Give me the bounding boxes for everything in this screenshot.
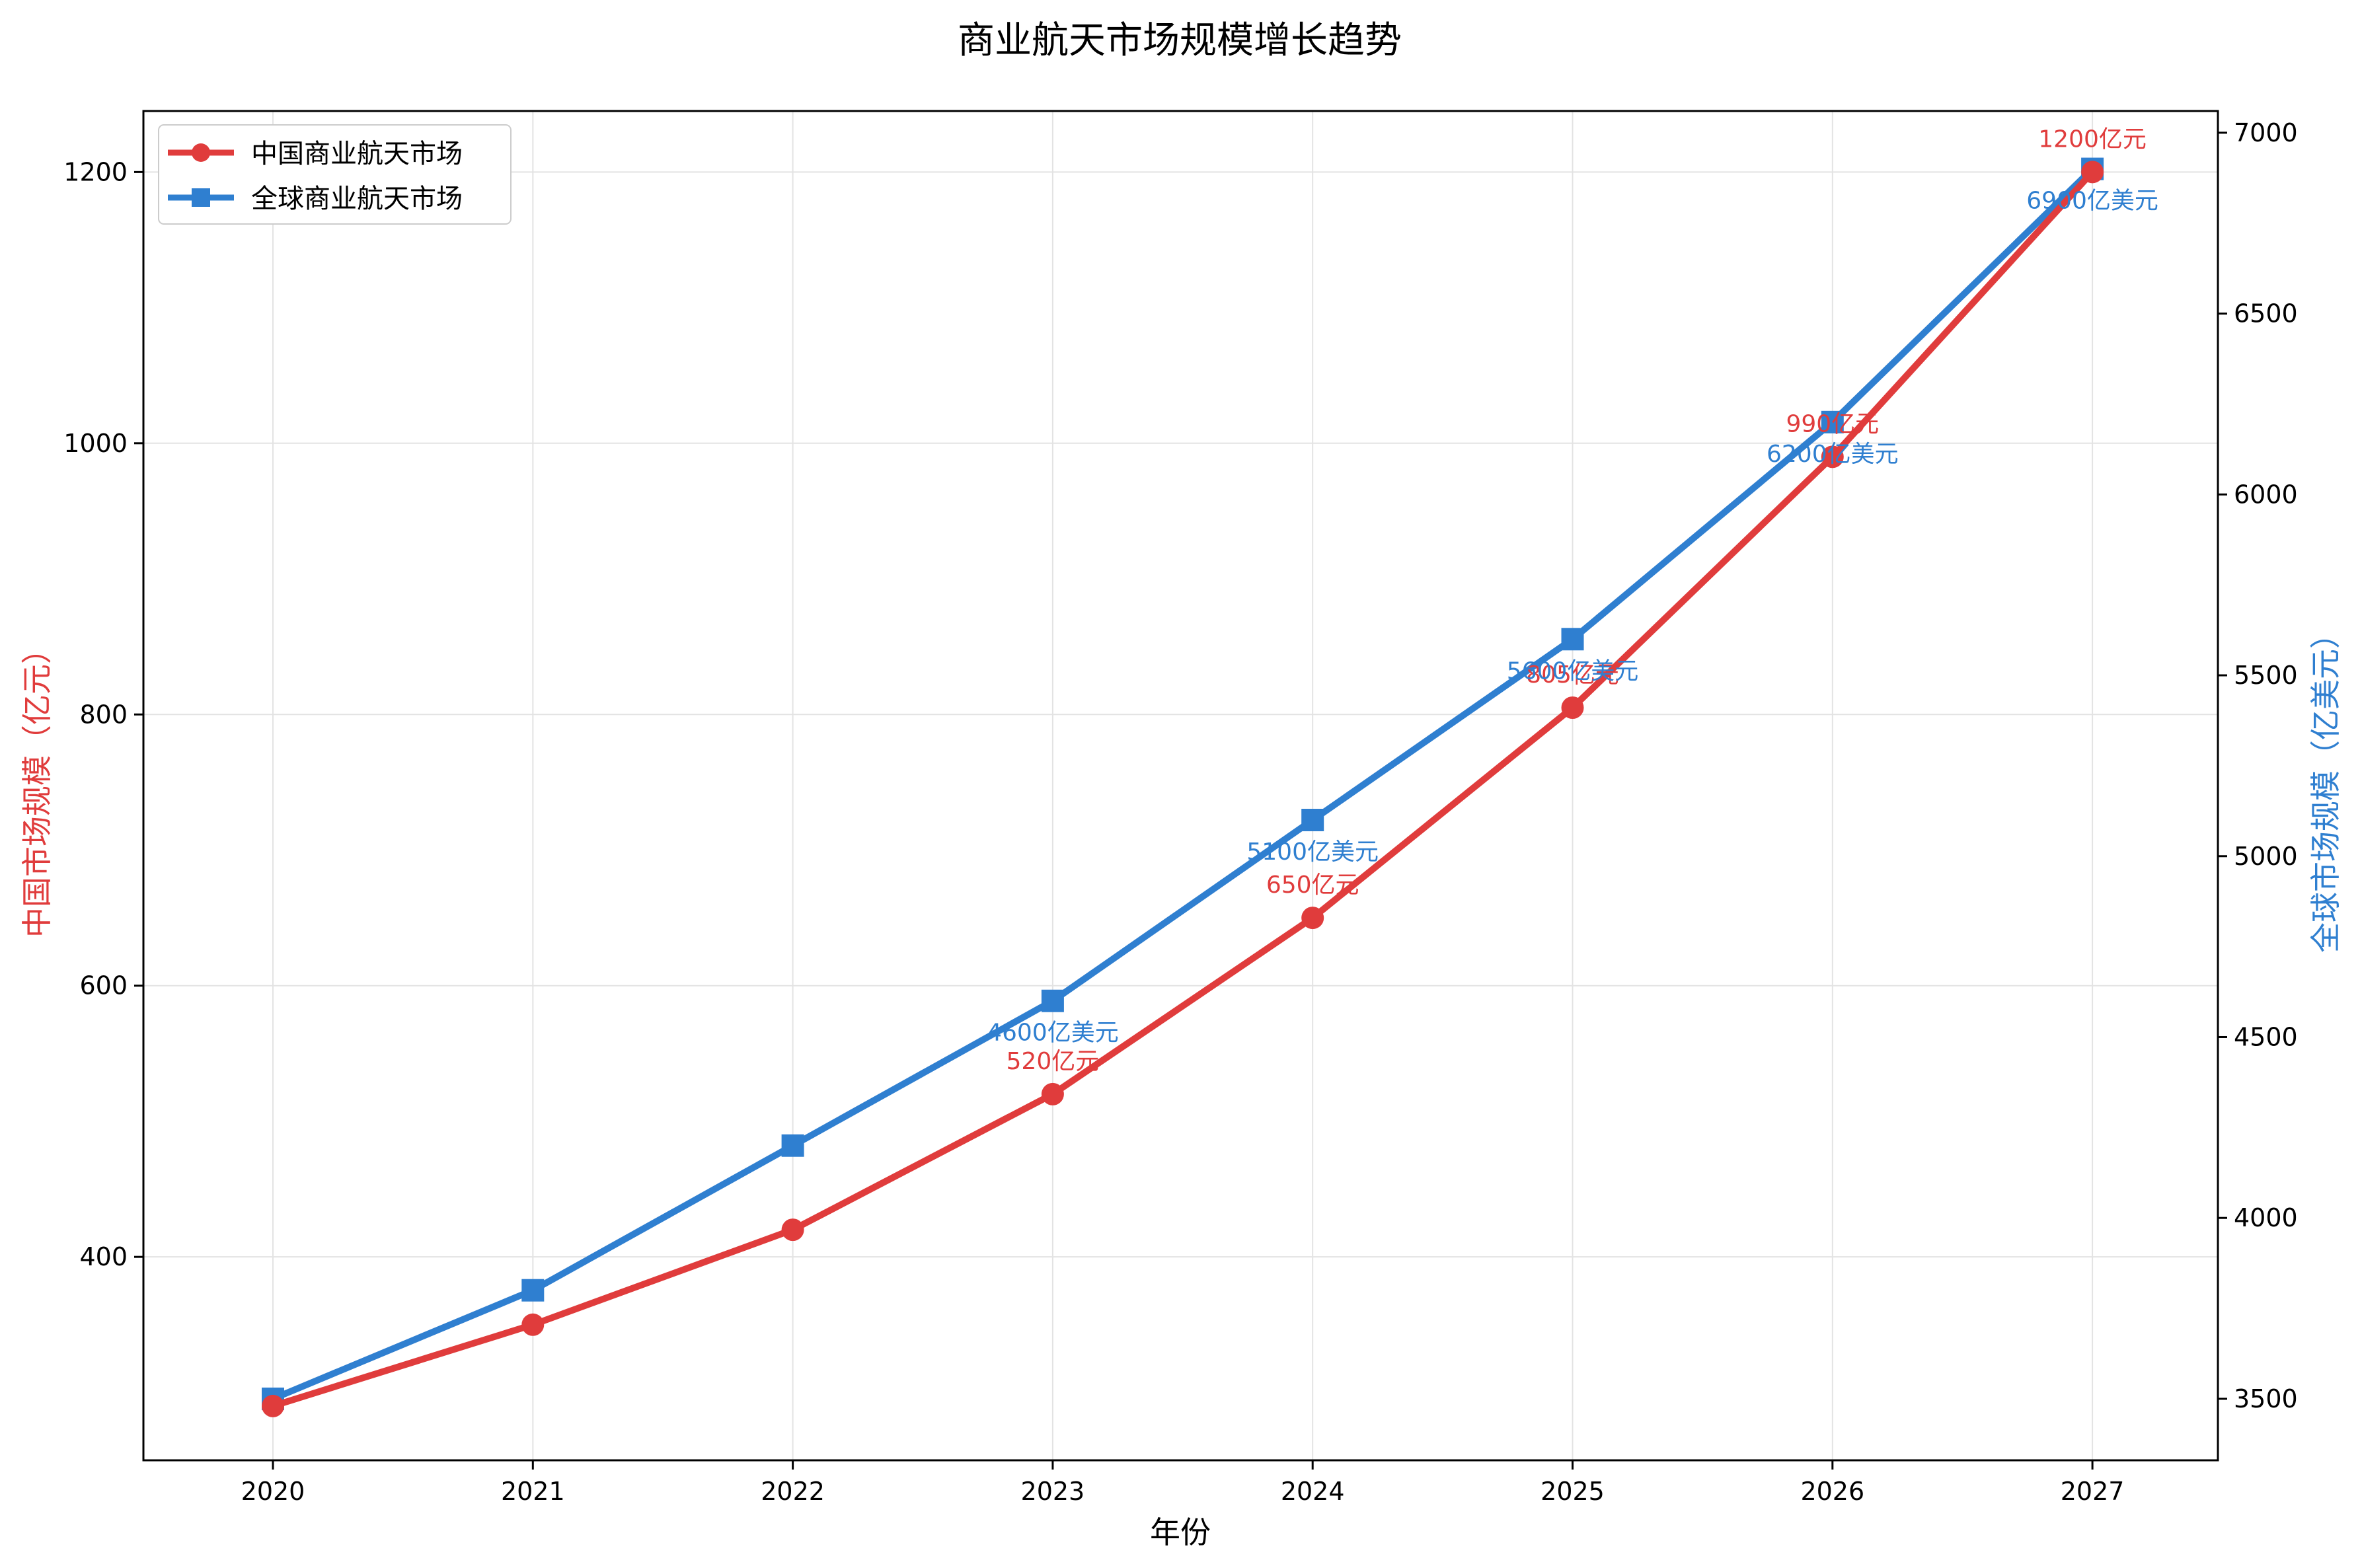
data-label-1-6: 6200亿美元	[1767, 441, 1899, 468]
series-line-0	[270, 168, 2096, 1409]
data-label-1-7: 6900亿美元	[2026, 188, 2158, 215]
chart-title: 商业航天市场规模增长趋势	[958, 19, 1402, 62]
y-right-tick-label-0: 3500	[2234, 1384, 2298, 1413]
data-point-0-3	[1041, 1082, 1064, 1105]
x-tick-label-4: 2024	[1281, 1477, 1345, 1506]
y-left-tick-label-4: 1200	[63, 157, 128, 186]
y-right-tick-label-2: 4500	[2234, 1022, 2298, 1051]
y-right-tick-label-6: 6500	[2234, 299, 2298, 328]
y-axis-left: 400 600 800 1000 1200	[63, 157, 143, 1271]
x-tick-label-3: 2023	[1021, 1477, 1085, 1506]
data-point-0-7	[2081, 161, 2104, 184]
y-axis-left-label: 中国市场规模（亿元）	[19, 634, 55, 938]
data-label-0-4: 650亿元	[1266, 872, 1359, 899]
y-axis-right-label: 全球市场规模（亿美元）	[2308, 618, 2343, 953]
plot-frame	[142, 110, 2219, 1462]
x-axis-label: 年份	[1150, 1514, 1211, 1550]
data-point-0-5	[1561, 696, 1584, 719]
data-label-0-5: 805亿元	[1526, 661, 1619, 689]
x-tick-label-0: 2020	[241, 1477, 305, 1506]
x-tick-label-7: 2027	[2061, 1477, 2125, 1506]
series-line-1	[270, 165, 2096, 1402]
data-label-0-7: 1200亿元	[2038, 126, 2147, 153]
y-axis-right: 3500 4000 4500 5000 5500 6000 6500 7000	[2218, 118, 2298, 1413]
data-label-1-4: 5100亿美元	[1246, 839, 1379, 866]
data-point-1-1	[521, 1279, 545, 1302]
legend-entry-global: 全球商业航天市场	[168, 184, 463, 214]
legend-marker-china	[192, 143, 210, 162]
data-point-0-1	[521, 1313, 545, 1336]
legend-box	[158, 124, 512, 225]
grid	[143, 111, 2218, 1460]
y-left-tick-label-0: 400	[79, 1242, 128, 1271]
data-point-0-2	[781, 1218, 804, 1242]
data-label-0-3: 520亿元	[1007, 1048, 1100, 1075]
x-axis: 2020 2021 2022 2023 2024 2025 2026 2027	[241, 1460, 2125, 1506]
series-layer	[262, 157, 2104, 1417]
legend: 中国商业航天市场 全球商业航天市场	[158, 124, 512, 225]
data-label-1-3: 4600亿美元	[987, 1020, 1119, 1047]
data-point-1-3	[1041, 989, 1064, 1012]
x-tick-label-2: 2022	[761, 1477, 825, 1506]
data-point-0-0	[262, 1394, 284, 1417]
legend-entry-china: 中国商业航天市场	[168, 139, 463, 169]
data-label-0-6: 990亿元	[1786, 410, 1879, 437]
data-point-1-2	[781, 1134, 804, 1157]
x-tick-label-6: 2026	[1800, 1477, 1864, 1506]
y-right-tick-label-7: 7000	[2234, 118, 2298, 147]
y-right-tick-label-5: 6000	[2234, 480, 2298, 509]
data-point-1-4	[1301, 809, 1324, 832]
y-right-tick-label-4: 5500	[2234, 661, 2298, 690]
data-point-1-6	[1821, 410, 1844, 433]
data-point-0-6	[1821, 445, 1844, 468]
legend-label-china: 中国商业航天市场	[251, 139, 463, 169]
x-tick-label-5: 2025	[1541, 1477, 1605, 1506]
y-left-tick-label-2: 800	[79, 700, 128, 729]
legend-label-global: 全球商业航天市场	[251, 184, 463, 214]
y-left-tick-label-1: 600	[79, 971, 128, 1000]
data-label-1-5: 5600亿美元	[1507, 657, 1639, 685]
x-tick-label-1: 2021	[501, 1477, 565, 1506]
y-right-tick-label-1: 4000	[2234, 1203, 2298, 1232]
y-left-tick-label-3: 1000	[63, 429, 128, 458]
legend-marker-global	[192, 188, 210, 207]
data-point-1-5	[1561, 628, 1584, 651]
series-0	[262, 161, 2104, 1417]
data-labels: 520亿元 650亿元 805亿元 990亿元 1200亿元 4600亿美元 5100亿美元…	[987, 126, 2158, 1075]
data-point-0-4	[1301, 907, 1324, 930]
y-right-tick-label-3: 5000	[2234, 842, 2298, 871]
